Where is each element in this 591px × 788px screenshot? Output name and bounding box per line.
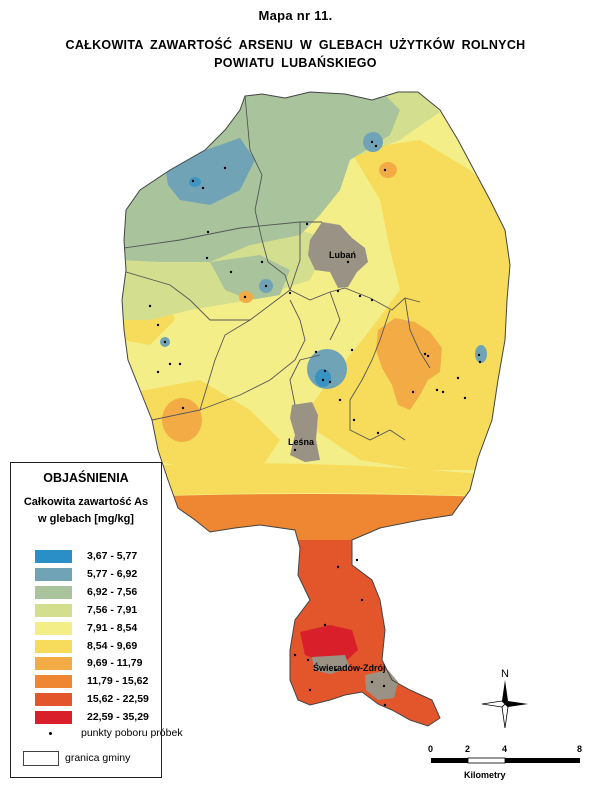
- legend-swatch: [35, 567, 72, 581]
- scale-bar: 0 2 4 8 Kilometry: [428, 744, 583, 784]
- scale-unit: Kilometry: [464, 770, 506, 780]
- map-subtitle: POWIATU LUBAŃSKIEGO: [214, 56, 377, 70]
- legend-swatch: [35, 675, 72, 689]
- legend-swatch: [35, 603, 72, 617]
- legend-swatch: [35, 657, 72, 671]
- legend-swatch: [35, 621, 72, 635]
- scale-tick-0: 0: [428, 744, 434, 754]
- legend-swatch: [35, 550, 72, 563]
- compass-rose-icon: [482, 680, 528, 728]
- north-label: N: [501, 668, 509, 680]
- map-number: Mapa nr 11.: [258, 8, 333, 23]
- scale-tick-8: 8: [577, 744, 583, 754]
- legend-border-label: granica gminy: [65, 752, 131, 764]
- legend-class-label: 15,62 - 22,59: [87, 693, 149, 706]
- legend-class-label: 6,92 - 7,56: [87, 585, 138, 598]
- legend-swatch: [35, 693, 72, 707]
- legend-points-label: punkty poboru próbek: [81, 727, 183, 739]
- legend-swatch: [35, 639, 72, 653]
- legend-swatch: [35, 585, 72, 599]
- legend-class-label: 3,67 - 5,77: [87, 550, 138, 562]
- legend-class-label: 8,54 - 9,69: [87, 639, 138, 652]
- legend-class-label: 9,69 - 11,79: [87, 657, 143, 670]
- legend-subtitle-line1: Całkowita zawartość As: [23, 496, 149, 508]
- city-label-luban: Lubań: [329, 250, 356, 260]
- legend-subtitle: Całkowita zawartość As w glebach [mg/kg]: [11, 494, 161, 528]
- sampling-point-icon: [49, 732, 52, 735]
- legend-subtitle-line2: w glebach [mg/kg]: [38, 513, 134, 525]
- legend-class-label: 22,59 - 35,29: [87, 711, 149, 724]
- legend-class-label: 7,56 - 7,91: [87, 603, 138, 616]
- map-title: CAŁKOWITA ZAWARTOŚĆ ARSENU W GLEBACH UŻY…: [65, 38, 526, 52]
- scale-bar-graphic: [431, 757, 580, 764]
- legend-class-label: 11,79 - 15,62: [87, 675, 149, 688]
- city-label-lesna: Leśna: [288, 437, 315, 447]
- scale-tick-4: 4: [502, 744, 508, 754]
- boundary-swatch-icon: [23, 751, 59, 766]
- legend-title: OBJAŚNIENIA: [43, 471, 129, 485]
- north-arrow: N: [482, 668, 528, 728]
- legend-class-label: 5,77 - 6,92: [87, 567, 138, 580]
- legend-swatch: [35, 711, 72, 725]
- scale-tick-2: 2: [465, 744, 471, 754]
- legend: OBJAŚNIENIA Całkowita zawartość As w gle…: [10, 462, 183, 778]
- legend-class-label: 7,91 - 8,54: [87, 621, 138, 634]
- city-label-swieradow: Świeradów-Zdrój: [313, 663, 386, 673]
